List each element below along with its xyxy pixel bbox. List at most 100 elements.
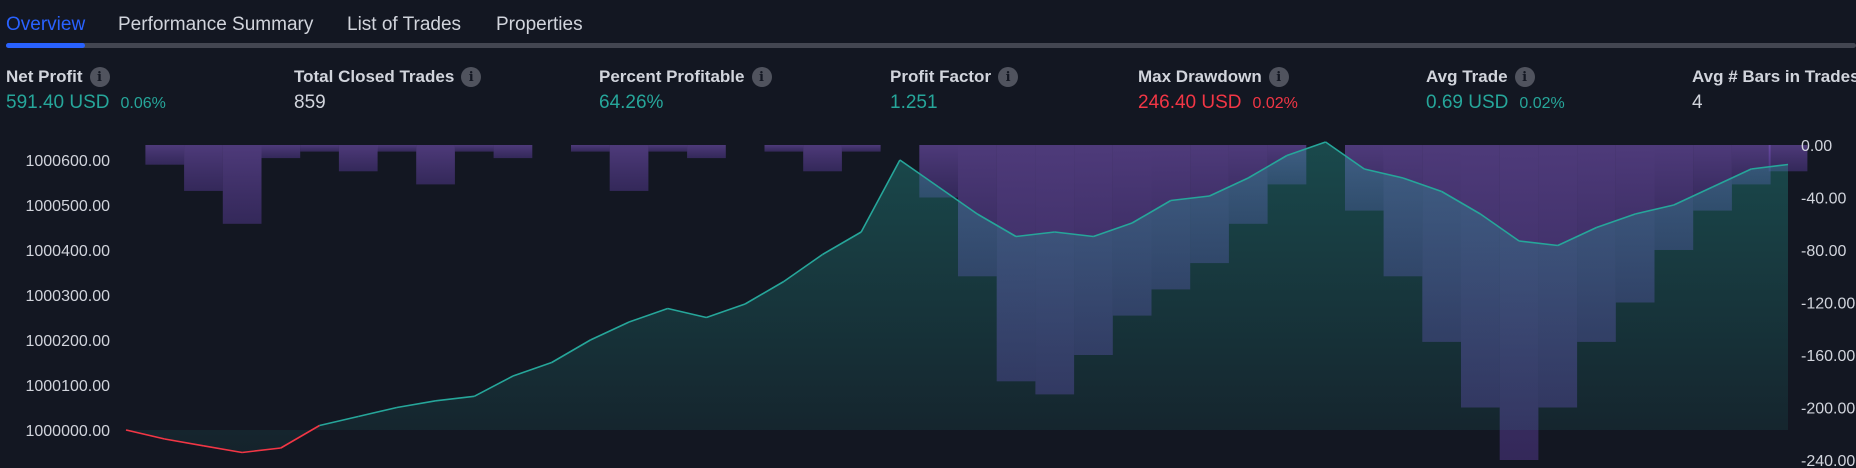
drawdown-bar <box>648 145 688 152</box>
equity-line-segment <box>319 415 359 427</box>
metric-percent: 0.02% <box>1519 95 1565 112</box>
equity-line-segment <box>1596 213 1636 229</box>
equity-line-segment <box>1054 231 1094 238</box>
drawdown-bar <box>222 145 262 224</box>
drawdown-bar <box>841 145 881 152</box>
equity-line-segment <box>1131 199 1172 224</box>
metric-profit-factor: Profit Factor i 1.251 <box>890 66 1019 116</box>
equity-line-segment <box>435 395 475 402</box>
equity-line-segment <box>1519 240 1558 247</box>
equity-line-segment <box>590 321 630 341</box>
equity-line-segment <box>1364 168 1404 179</box>
metric-percent: 0.02% <box>1252 95 1298 112</box>
metric-value: 246.40 USD <box>1138 92 1242 113</box>
equity-line-segment <box>976 213 1017 238</box>
equity-line-segment <box>125 429 165 440</box>
metric-max-drawdown: Max Drawdown i 246.40 USD 0.02% <box>1138 66 1298 116</box>
equity-series <box>125 141 1789 454</box>
info-icon[interactable]: i <box>751 67 772 87</box>
tab-track <box>6 43 1856 48</box>
equity-drawdown-chart[interactable]: 1000600.00 1000500.00 1000400.00 1000300.00… <box>0 140 1856 468</box>
equity-line-segment <box>628 307 668 323</box>
left-axis-tick-label: 1000400.00 <box>25 243 110 260</box>
equity-line-segment <box>1170 195 1210 202</box>
left-axis-tick-label: 1000500.00 <box>25 198 110 215</box>
equity-line-segment <box>667 307 707 319</box>
metric-value: 64.26% <box>599 92 664 113</box>
info-icon[interactable]: i <box>1514 67 1535 87</box>
drawdown-bar <box>764 145 804 152</box>
tab-list-of-trades[interactable]: List of Trades <box>347 14 462 35</box>
equity-line-segment <box>512 361 552 377</box>
metric-label: Max Drawdown <box>1138 67 1262 86</box>
right-axis-tick-label: -240.00 <box>1801 453 1855 468</box>
equity-line-segment <box>783 253 823 283</box>
metric-value: 859 <box>294 92 326 113</box>
equity-line-segment <box>1441 190 1481 215</box>
drawdown-bar <box>687 145 726 159</box>
equity-line-segment <box>203 445 243 454</box>
equity-line-segment <box>280 424 320 449</box>
drawdown-bar <box>493 145 533 159</box>
left-axis: 1000600.00 1000500.00 1000400.00 1000300.00… <box>25 153 110 440</box>
right-axis-tick-label: -40.00 <box>1801 191 1846 208</box>
drawdown-bar <box>300 145 339 152</box>
info-icon[interactable]: i <box>1268 67 1289 87</box>
equity-line-segment <box>1093 222 1133 238</box>
equity-line-segment <box>1015 231 1055 238</box>
equity-line-segment <box>1712 168 1752 188</box>
left-axis-tick-label: 1000200.00 <box>25 333 110 350</box>
info-icon[interactable]: i <box>998 67 1019 87</box>
drawdown-bar <box>261 145 301 159</box>
equity-line-segment <box>1325 141 1365 170</box>
tab-bar: Overview Performance Summary List of Tra… <box>0 0 1856 48</box>
metric-label: Net Profit <box>6 67 83 86</box>
drawdown-bar <box>416 145 455 185</box>
equity-line-segment <box>396 400 436 409</box>
equity-line-segment <box>164 438 204 447</box>
metric-total-closed-trades: Total Closed Trades i 859 <box>294 66 482 116</box>
drawdown-bar <box>609 145 649 191</box>
metric-label: Avg Trade <box>1426 67 1508 86</box>
left-axis-tick-label: 1000000.00 <box>25 423 110 440</box>
equity-line-segment <box>938 186 978 215</box>
equity-line-segment <box>706 303 746 319</box>
left-axis-tick-label: 1000300.00 <box>25 288 110 305</box>
equity-line-segment <box>1247 154 1288 179</box>
metric-label: Avg # Bars in Trades <box>1692 67 1856 86</box>
metric-value: 4 <box>1692 92 1703 113</box>
equity-line-segment <box>358 406 398 418</box>
right-axis-tick-label: -160.00 <box>1801 348 1855 365</box>
equity-line-segment <box>1402 177 1442 193</box>
left-axis-tick-label: 1000600.00 <box>25 153 110 170</box>
equity-area <box>126 142 1788 453</box>
drawdown-bar <box>338 145 378 172</box>
equity-line-segment <box>551 339 591 364</box>
drawdown-bar <box>145 145 185 165</box>
metric-label: Total Closed Trades <box>294 67 455 86</box>
tab-performance-summary[interactable]: Performance Summary <box>118 14 314 35</box>
equity-line-segment <box>744 280 785 305</box>
metric-label: Profit Factor <box>890 67 992 86</box>
drawdown-bar <box>571 145 610 152</box>
equity-line-segment <box>860 159 901 233</box>
metric-value: 0.69 USD <box>1426 92 1509 113</box>
metric-avg-bars-in-trades: Avg # Bars in Trades 4 <box>1692 66 1856 116</box>
equity-line-segment <box>822 231 862 256</box>
tab-properties[interactable]: Properties <box>496 14 583 35</box>
right-axis-tick-label: -200.00 <box>1801 401 1855 418</box>
metric-value: 591.40 USD <box>6 92 110 113</box>
tab-overview[interactable]: Overview <box>6 14 86 35</box>
metric-percent-profitable: Percent Profitable i 64.26% <box>599 66 772 116</box>
info-icon[interactable]: i <box>89 67 110 87</box>
equity-line-segment <box>1635 204 1674 215</box>
right-axis-tick-label: -80.00 <box>1801 243 1846 260</box>
metric-value: 1.251 <box>890 92 938 113</box>
tab-active-indicator <box>6 43 85 48</box>
equity-line-segment <box>1479 213 1520 242</box>
left-axis-tick-label: 1000100.00 <box>25 378 110 395</box>
equity-line-segment <box>1286 141 1326 157</box>
info-icon[interactable]: i <box>461 67 482 87</box>
equity-line-segment <box>1673 186 1713 206</box>
metric-percent: 0.06% <box>120 95 166 112</box>
